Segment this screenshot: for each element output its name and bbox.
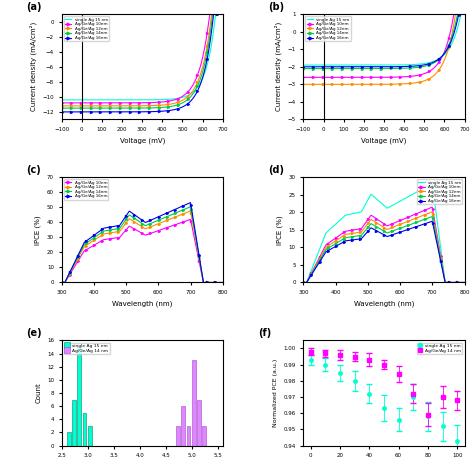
Y-axis label: Current density (mA/cm²): Current density (mA/cm²) xyxy=(274,22,282,111)
X-axis label: Voltage (mV): Voltage (mV) xyxy=(361,137,407,144)
Y-axis label: IPCE (%): IPCE (%) xyxy=(35,215,41,245)
X-axis label: Wavelength (nm): Wavelength (nm) xyxy=(112,301,173,307)
Bar xyxy=(197,400,201,446)
Legend: single Ag 15 nm, Ag/Ge/Ag 10nm, Ag/Ge/Ag 12nm, Ag/Ge/Ag 14nm, Ag/Ge/Ag 16nm: single Ag 15 nm, Ag/Ge/Ag 10nm, Ag/Ge/Ag… xyxy=(305,16,351,41)
Y-axis label: Count: Count xyxy=(36,383,41,403)
Legend: single Ag 15 nm, Ag/Ge/Ag 14 nm: single Ag 15 nm, Ag/Ge/Ag 14 nm xyxy=(417,343,462,354)
Text: (d): (d) xyxy=(268,165,284,175)
Bar xyxy=(202,426,206,446)
Bar xyxy=(182,406,185,446)
Bar xyxy=(192,360,196,446)
Bar xyxy=(176,426,180,446)
Legend: single Ag 15 nm, Ag/Ge/Ag 10nm, Ag/Ge/Ag 12nm, Ag/Ge/Ag 14nm, Ag/Ge/Ag 16nm: single Ag 15 nm, Ag/Ge/Ag 10nm, Ag/Ge/Ag… xyxy=(64,16,109,41)
Bar xyxy=(72,400,76,446)
X-axis label: Wavelength (nm): Wavelength (nm) xyxy=(354,301,414,307)
Y-axis label: Current density (mA/cm²): Current density (mA/cm²) xyxy=(29,22,37,111)
Text: (e): (e) xyxy=(26,328,42,338)
Legend: Ag/Ge/Ag 10nm, Ag/Ge/Ag 12nm, Ag/Ge/Ag 14nm, Ag/Ge/Ag 16nm: Ag/Ge/Ag 10nm, Ag/Ge/Ag 12nm, Ag/Ge/Ag 1… xyxy=(64,179,109,200)
Y-axis label: Normalized PCE (a.u.): Normalized PCE (a.u.) xyxy=(273,359,278,427)
Bar xyxy=(187,426,191,446)
Bar xyxy=(82,413,86,446)
Legend: single Ag 15 nm, Ag/Ge/Ag 10nm, Ag/Ge/Ag 12nm, Ag/Ge/Ag 14nm, Ag/Ge/Ag 16nm: single Ag 15 nm, Ag/Ge/Ag 10nm, Ag/Ge/Ag… xyxy=(417,179,463,204)
X-axis label: Voltage (mV): Voltage (mV) xyxy=(119,137,165,144)
Text: (c): (c) xyxy=(26,165,41,175)
Bar xyxy=(77,347,81,446)
Text: (f): (f) xyxy=(258,328,272,338)
Bar xyxy=(67,432,71,446)
Y-axis label: IPCE (%): IPCE (%) xyxy=(277,215,283,245)
Text: (b): (b) xyxy=(268,2,284,12)
Legend: single Ag 15 nm, Ag/Ge/Ag 14 nm: single Ag 15 nm, Ag/Ge/Ag 14 nm xyxy=(64,343,109,354)
Bar xyxy=(88,426,91,446)
Text: (a): (a) xyxy=(26,2,42,12)
